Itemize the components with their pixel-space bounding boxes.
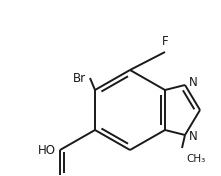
Text: HO: HO bbox=[38, 143, 56, 156]
Text: F: F bbox=[162, 35, 168, 48]
Text: CH₃: CH₃ bbox=[186, 154, 205, 164]
Text: N: N bbox=[189, 130, 198, 143]
Text: Br: Br bbox=[73, 71, 86, 84]
Text: N: N bbox=[189, 77, 198, 90]
